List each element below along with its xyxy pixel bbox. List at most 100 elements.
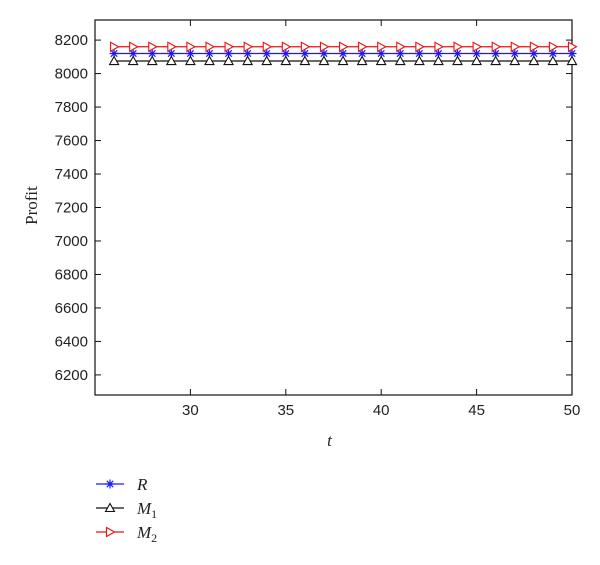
legend-label: M2: [136, 523, 157, 545]
data-point: [529, 48, 539, 58]
data-point: [394, 55, 406, 66]
y-tick-label: 6200: [55, 367, 88, 384]
data-point: [167, 41, 177, 53]
data-point: [280, 55, 292, 66]
data-point: [566, 55, 578, 66]
data-point: [567, 48, 577, 58]
data-point: [472, 48, 482, 58]
data-point: [261, 55, 273, 66]
data-point: [166, 48, 176, 58]
data-point: [376, 48, 386, 58]
data-point: [548, 41, 559, 53]
data-point: [319, 41, 330, 53]
data-point: [262, 48, 272, 58]
data-point: [300, 41, 311, 53]
data-point: [432, 55, 444, 66]
data-point: [338, 41, 349, 53]
data-point: [453, 41, 464, 53]
data-point: [127, 55, 139, 66]
data-point: [358, 41, 368, 53]
data-point: [148, 41, 158, 53]
data-point: [491, 48, 501, 58]
series-m2: [110, 41, 578, 53]
x-tick-label: 35: [277, 402, 294, 419]
data-point: [396, 41, 406, 53]
y-tick-label: 8000: [55, 66, 88, 83]
data-point: [186, 41, 197, 53]
data-point: [147, 48, 157, 58]
data-point: [204, 55, 215, 66]
legend-entry: M2: [96, 523, 157, 545]
data-point: [104, 502, 116, 513]
series-m1: [108, 55, 578, 66]
data-point: [434, 41, 445, 53]
y-tick-label: 6800: [55, 266, 88, 283]
data-point: [395, 48, 405, 58]
legend-label-subscript: 1: [151, 507, 157, 521]
data-point: [356, 55, 368, 66]
data-point: [105, 479, 115, 489]
data-point: [357, 48, 367, 58]
data-point: [281, 48, 291, 58]
data-point: [300, 48, 310, 58]
data-point: [224, 48, 234, 58]
data-point: [529, 41, 540, 53]
series-layer: [108, 41, 578, 66]
data-point: [319, 48, 329, 58]
data-point: [510, 48, 520, 58]
data-point: [453, 48, 463, 58]
data-point: [243, 41, 254, 53]
data-point: [243, 48, 253, 58]
y-tick-label: 7200: [55, 200, 88, 217]
data-point: [204, 48, 214, 58]
data-point: [472, 41, 483, 53]
x-tick-label: 50: [564, 402, 581, 419]
data-point: [414, 48, 424, 58]
legend-label-name: R: [136, 475, 148, 494]
data-point: [413, 55, 425, 66]
y-tick-label: 6400: [55, 333, 88, 350]
data-point: [415, 41, 425, 53]
data-point: [242, 55, 254, 66]
data-point: [262, 41, 273, 53]
data-point: [109, 48, 119, 58]
data-point: [510, 41, 521, 53]
data-point: [452, 55, 463, 66]
data-point: [185, 48, 195, 58]
x-tick-label: 30: [182, 402, 199, 419]
data-point: [471, 55, 483, 66]
data-point: [146, 55, 158, 66]
x-tick-label: 45: [468, 402, 485, 419]
data-point: [548, 48, 558, 58]
legend-label-subscript: 2: [151, 531, 157, 545]
data-point: [491, 41, 502, 53]
legend-entry: M1: [96, 499, 157, 521]
y-tick-label: 8200: [55, 32, 88, 49]
data-point: [165, 55, 177, 66]
data-point: [224, 41, 235, 53]
data-point: [108, 55, 120, 66]
data-point: [223, 55, 235, 66]
x-tick-label: 40: [373, 402, 390, 419]
data-point: [105, 526, 116, 538]
legend-label-name: M: [136, 499, 152, 518]
data-point: [299, 55, 311, 66]
data-point: [509, 55, 521, 66]
series-r: [109, 48, 577, 58]
data-point: [205, 41, 216, 53]
x-axis-label: t: [327, 431, 333, 450]
y-tick-label: 7800: [55, 99, 88, 116]
data-point: [184, 55, 196, 66]
axis-ticks: 6200 6400 6600 6800 7000 7200 7400 7600 7800 8000…: [55, 20, 581, 419]
data-point: [128, 48, 138, 58]
legend-label-name: M: [136, 523, 152, 542]
legend-label: M1: [136, 499, 157, 521]
y-tick-label: 6600: [55, 300, 88, 317]
data-point: [547, 55, 559, 66]
data-point: [528, 55, 540, 66]
data-point: [338, 48, 348, 58]
data-point: [281, 41, 292, 53]
y-tick-label: 7400: [55, 166, 88, 183]
